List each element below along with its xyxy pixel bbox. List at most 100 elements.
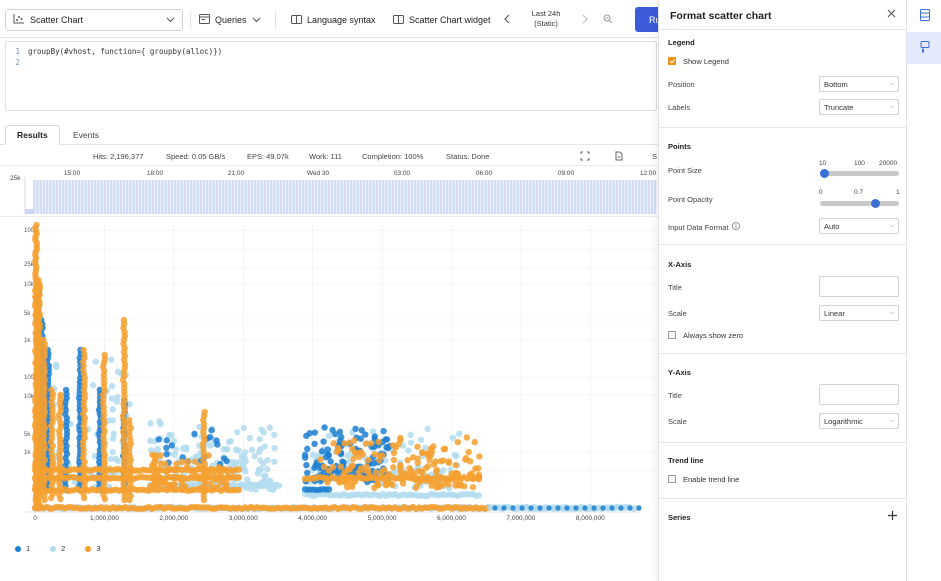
visualization-select[interactable]: Scatter Chart bbox=[5, 9, 183, 31]
code-text: groupBy(#vhost, function={ groupby(alloc… bbox=[28, 47, 223, 56]
histogram-bar bbox=[205, 180, 209, 214]
scatter-point bbox=[414, 459, 421, 467]
scatter-point bbox=[395, 440, 402, 448]
legend-item[interactable]: 2 bbox=[50, 544, 65, 553]
histogram-bar bbox=[145, 180, 148, 214]
time-range-picker[interactable]: Last 24h (Static) bbox=[520, 9, 572, 29]
slider-thumb[interactable] bbox=[871, 199, 881, 208]
histogram-bar bbox=[138, 180, 142, 214]
scatter-point bbox=[107, 455, 115, 463]
next-range-button[interactable] bbox=[582, 9, 588, 31]
time-range-label: Last 24h bbox=[531, 9, 561, 18]
scatter-point bbox=[309, 451, 317, 458]
scatter-point bbox=[417, 436, 425, 443]
scatter-point bbox=[452, 482, 459, 489]
add-series-icon[interactable] bbox=[887, 510, 898, 523]
scatter-point bbox=[260, 472, 267, 479]
scatter-point bbox=[441, 445, 449, 453]
labels-select[interactable]: Truncate ⌵ bbox=[819, 99, 899, 115]
scatter-point bbox=[555, 505, 561, 511]
histogram-bar bbox=[199, 180, 202, 214]
histogram-bar bbox=[39, 180, 42, 214]
slider-thumb[interactable] bbox=[820, 169, 829, 178]
histogram-bar bbox=[260, 180, 263, 214]
time-histogram[interactable]: 25k 15:00 18:00 21:00 Wed 30 03:00 06:00 09:00 1… bbox=[0, 167, 660, 217]
histogram-bar bbox=[644, 180, 647, 214]
info-icon[interactable] bbox=[732, 222, 741, 232]
queries-button[interactable]: Queries bbox=[199, 9, 261, 31]
histogram-bar bbox=[81, 180, 84, 214]
scatter-point bbox=[445, 481, 452, 488]
point-size-label: Point Size bbox=[668, 166, 702, 175]
scatter-point bbox=[246, 434, 254, 442]
scatter-point bbox=[109, 448, 116, 456]
export-icon[interactable] bbox=[614, 151, 624, 163]
input-format-value: Auto bbox=[824, 221, 840, 231]
x-title-input[interactable] bbox=[819, 276, 899, 297]
scatter-point bbox=[469, 483, 477, 491]
language-syntax-label: Language syntax bbox=[307, 15, 376, 25]
point-opacity-tick: 0.7 bbox=[854, 189, 864, 196]
histogram-bar bbox=[314, 180, 318, 214]
scatter-point bbox=[191, 430, 198, 438]
labels-value: Truncate bbox=[824, 102, 854, 112]
fullscreen-icon[interactable] bbox=[580, 151, 590, 163]
dashboard-button[interactable] bbox=[907, 0, 941, 32]
close-icon[interactable] bbox=[887, 9, 896, 21]
previous-range-button[interactable] bbox=[504, 9, 510, 31]
legend-swatch bbox=[15, 545, 21, 552]
tab-events[interactable]: Events bbox=[62, 125, 110, 145]
input-format-select[interactable]: Auto ⌵ bbox=[819, 218, 899, 234]
histogram-bar bbox=[209, 180, 212, 214]
scatter-point bbox=[214, 441, 221, 448]
enable-trend-checkbox[interactable] bbox=[668, 475, 676, 483]
language-syntax-button[interactable]: Language syntax bbox=[291, 9, 376, 31]
histogram-bar bbox=[173, 180, 177, 214]
scatter-point bbox=[109, 417, 117, 424]
y-title-input[interactable] bbox=[819, 384, 899, 405]
histogram-bar bbox=[369, 180, 372, 214]
scatter-point bbox=[397, 461, 404, 469]
histogram-bar bbox=[289, 180, 292, 214]
histogram-bar bbox=[154, 180, 158, 214]
query-editor[interactable]: 1 groupBy(#vhost, function={ groupby(all… bbox=[5, 41, 657, 111]
scatter-point bbox=[206, 480, 214, 487]
widget-docs-button[interactable]: Scatter Chart widget bbox=[393, 9, 491, 31]
position-select[interactable]: Bottom ⌵ bbox=[819, 76, 899, 92]
scatter-point bbox=[304, 469, 311, 477]
legend-label: 1 bbox=[26, 544, 31, 553]
scatter-point bbox=[537, 505, 543, 511]
format-button[interactable] bbox=[907, 32, 941, 64]
chart-legend: 1 2 3 bbox=[15, 544, 101, 553]
histogram-bar bbox=[500, 180, 503, 214]
show-legend-checkbox[interactable] bbox=[668, 57, 676, 65]
scatter-point bbox=[251, 452, 258, 460]
histogram-bar bbox=[593, 180, 596, 214]
scatter-point bbox=[163, 444, 170, 452]
histogram-bar bbox=[298, 180, 302, 214]
histogram-bar bbox=[618, 180, 622, 214]
scatter-point bbox=[564, 505, 570, 511]
histogram-bar bbox=[602, 180, 606, 214]
chevron-down-icon: ⌵ bbox=[889, 222, 894, 229]
zoom-button[interactable] bbox=[603, 9, 613, 31]
scatter-point bbox=[339, 458, 346, 465]
hits-stat: Hits: 2,196,377 bbox=[93, 152, 144, 161]
histogram-bar bbox=[631, 180, 634, 214]
histogram-bar bbox=[605, 180, 609, 214]
scatter-point bbox=[362, 440, 370, 447]
x-scale-select[interactable]: Linear ⌵ bbox=[819, 305, 899, 321]
scatter-point bbox=[337, 433, 345, 441]
scatter-point bbox=[264, 456, 271, 464]
y-scale-select[interactable]: Logarithmic ⌵ bbox=[819, 413, 899, 429]
tab-results[interactable]: Results bbox=[5, 125, 60, 145]
histogram-bar bbox=[311, 180, 314, 214]
always-show-zero-checkbox[interactable] bbox=[668, 331, 676, 339]
position-value: Bottom bbox=[824, 79, 848, 89]
legend-item[interactable]: 1 bbox=[15, 544, 30, 553]
scatter-point bbox=[353, 450, 361, 457]
histogram-bar bbox=[196, 180, 199, 214]
legend-item[interactable]: 3 bbox=[85, 544, 101, 553]
yaxis-section-title: Y-Axis bbox=[668, 368, 691, 377]
scatter-point bbox=[173, 460, 180, 467]
